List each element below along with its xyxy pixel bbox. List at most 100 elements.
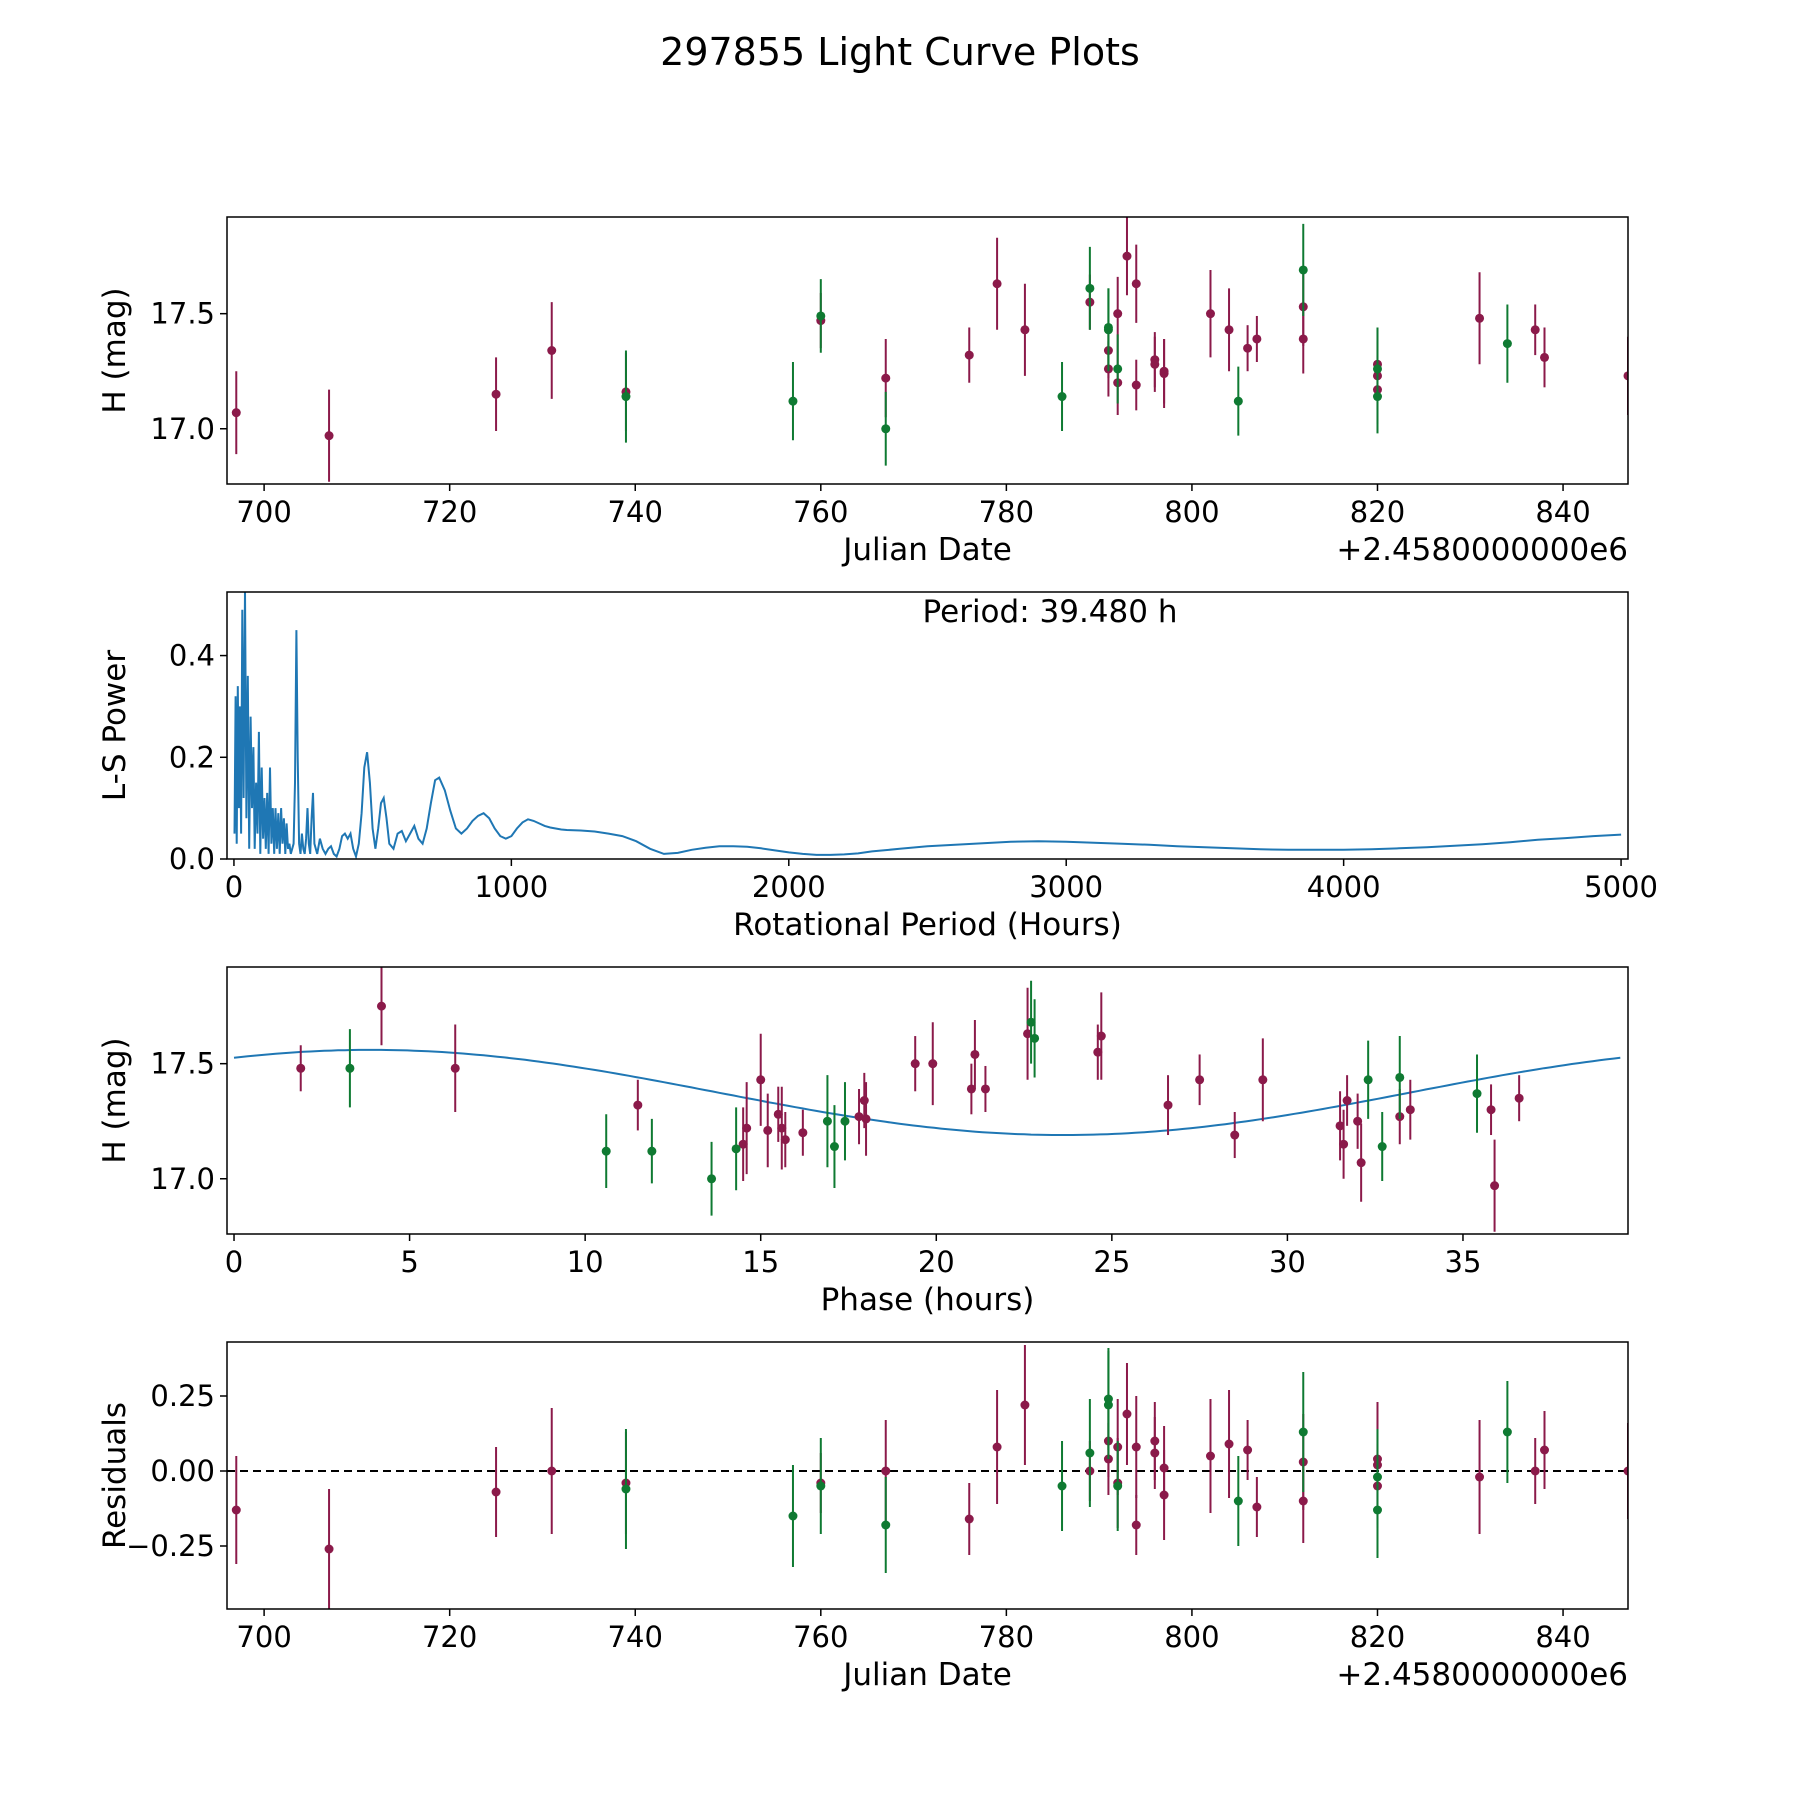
data-point-r [324,431,334,441]
periodogram-plot-area [233,592,1622,859]
data-point-r [1243,1445,1253,1455]
data-point-g [1502,339,1512,349]
x-tick-label: 840 [1535,495,1590,529]
data-point-r [1342,1096,1352,1105]
data-point-r [1475,1472,1485,1482]
data-point-r [1298,1496,1308,1506]
data-point-r [1475,313,1485,323]
x-tick-label: 10 [567,1245,604,1279]
data-point-g [1103,322,1113,332]
plot-frame [226,216,1629,485]
x-axis-label: Julian Date [841,532,1012,568]
x-tick-label: 700 [236,1620,291,1654]
data-point-r [1356,1158,1366,1168]
data-point-r [910,1059,920,1069]
model-curve [233,1048,1621,1136]
data-point-g [1057,392,1067,402]
data-point-r [780,1135,790,1145]
x-tick-label: 0 [225,1245,243,1279]
data-point-r [964,1514,974,1524]
data-point-r [861,1114,871,1124]
data-point-g [1103,1394,1113,1404]
data-point-r [966,1084,976,1094]
x-tick-label: 720 [422,495,477,529]
data-point-r [1131,279,1141,289]
data-point-r [1159,369,1169,379]
data-point-r [491,1487,501,1497]
x-tick-label: 780 [979,1620,1034,1654]
y-tick-label: 17.5 [150,297,215,331]
data-point-r [1150,359,1160,369]
x-tick-label: 25 [1093,1245,1130,1279]
data-point-r [854,1112,864,1122]
data-point-g [731,1144,741,1154]
x-tick-label: 0 [225,870,243,904]
x-tick-label: 15 [742,1245,779,1279]
data-point-r [296,1063,306,1073]
y-axis-label: Residuals [97,1402,133,1549]
data-point-g [621,1484,631,1494]
data-point-r [1230,1130,1240,1140]
x-tick-label: 30 [1269,1245,1306,1279]
data-point-r [1023,1029,1033,1039]
periodogram-line [233,592,1622,859]
x-tick-label: 800 [1164,495,1219,529]
period-annotation: Period: 39.480 h [923,594,1178,630]
data-point-g [788,396,798,406]
x-offset-label: +2.4580000000e6 [1336,532,1628,568]
x-tick-label: 840 [1535,1620,1590,1654]
data-point-r [1122,1409,1132,1419]
data-point-r [970,1049,980,1059]
data-point-g [707,1174,717,1184]
x-tick-label: 780 [979,495,1034,529]
y-tick-label: 0.00 [150,1454,215,1488]
y-axis-label: L-S Power [97,650,133,801]
data-point-r [773,1109,783,1119]
data-point-g [822,1116,832,1126]
data-point-r [1353,1116,1363,1126]
residuals-plot-area [227,1345,1628,1609]
data-point-r [777,1123,787,1133]
x-tick-label: 740 [608,495,663,529]
data-point-r [756,1075,766,1085]
plot-frame [226,591,1629,860]
data-point-r [1096,1031,1106,1041]
x-tick-label: 740 [608,1620,663,1654]
data-point-g [816,311,826,321]
data-point-g [1372,364,1382,374]
data-point-r [1530,1466,1540,1476]
x-tick-label: 5 [400,1245,418,1279]
figure-title: 297855 Light Curve Plots [660,30,1140,74]
data-point-r [798,1128,808,1138]
data-point-g [1233,396,1243,406]
data-point-r [1539,1445,1549,1455]
x-tick-label: 5000 [1584,870,1658,904]
data-point-r [928,1059,938,1069]
data-point-r [1205,1451,1215,1461]
x-tick-label: 3000 [1029,870,1103,904]
data-point-r [964,350,974,360]
data-point-r [1113,309,1123,319]
data-point-r [633,1100,643,1110]
plot-frame [226,966,1629,1235]
data-point-g [1085,1448,1095,1458]
data-point-r [1490,1181,1500,1191]
y-tick-label: 0.4 [169,639,215,673]
data-point-g [1395,1072,1405,1082]
data-point-r [1486,1105,1496,1115]
y-axis-label: H (mag) [97,1037,133,1163]
x-tick-label: 760 [793,495,848,529]
data-point-r [881,1466,891,1476]
data-point-r [324,1544,334,1554]
data-point-r [992,1442,1002,1452]
data-point-r [1243,343,1253,353]
data-point-g [788,1511,798,1521]
x-tick-label: 2000 [752,870,826,904]
plot-frame [226,1341,1629,1610]
data-point-g [1472,1089,1482,1099]
data-point-r [376,1001,386,1011]
data-point-g [601,1146,611,1156]
data-point-g [1377,1142,1387,1152]
data-point-r [1093,1047,1103,1057]
